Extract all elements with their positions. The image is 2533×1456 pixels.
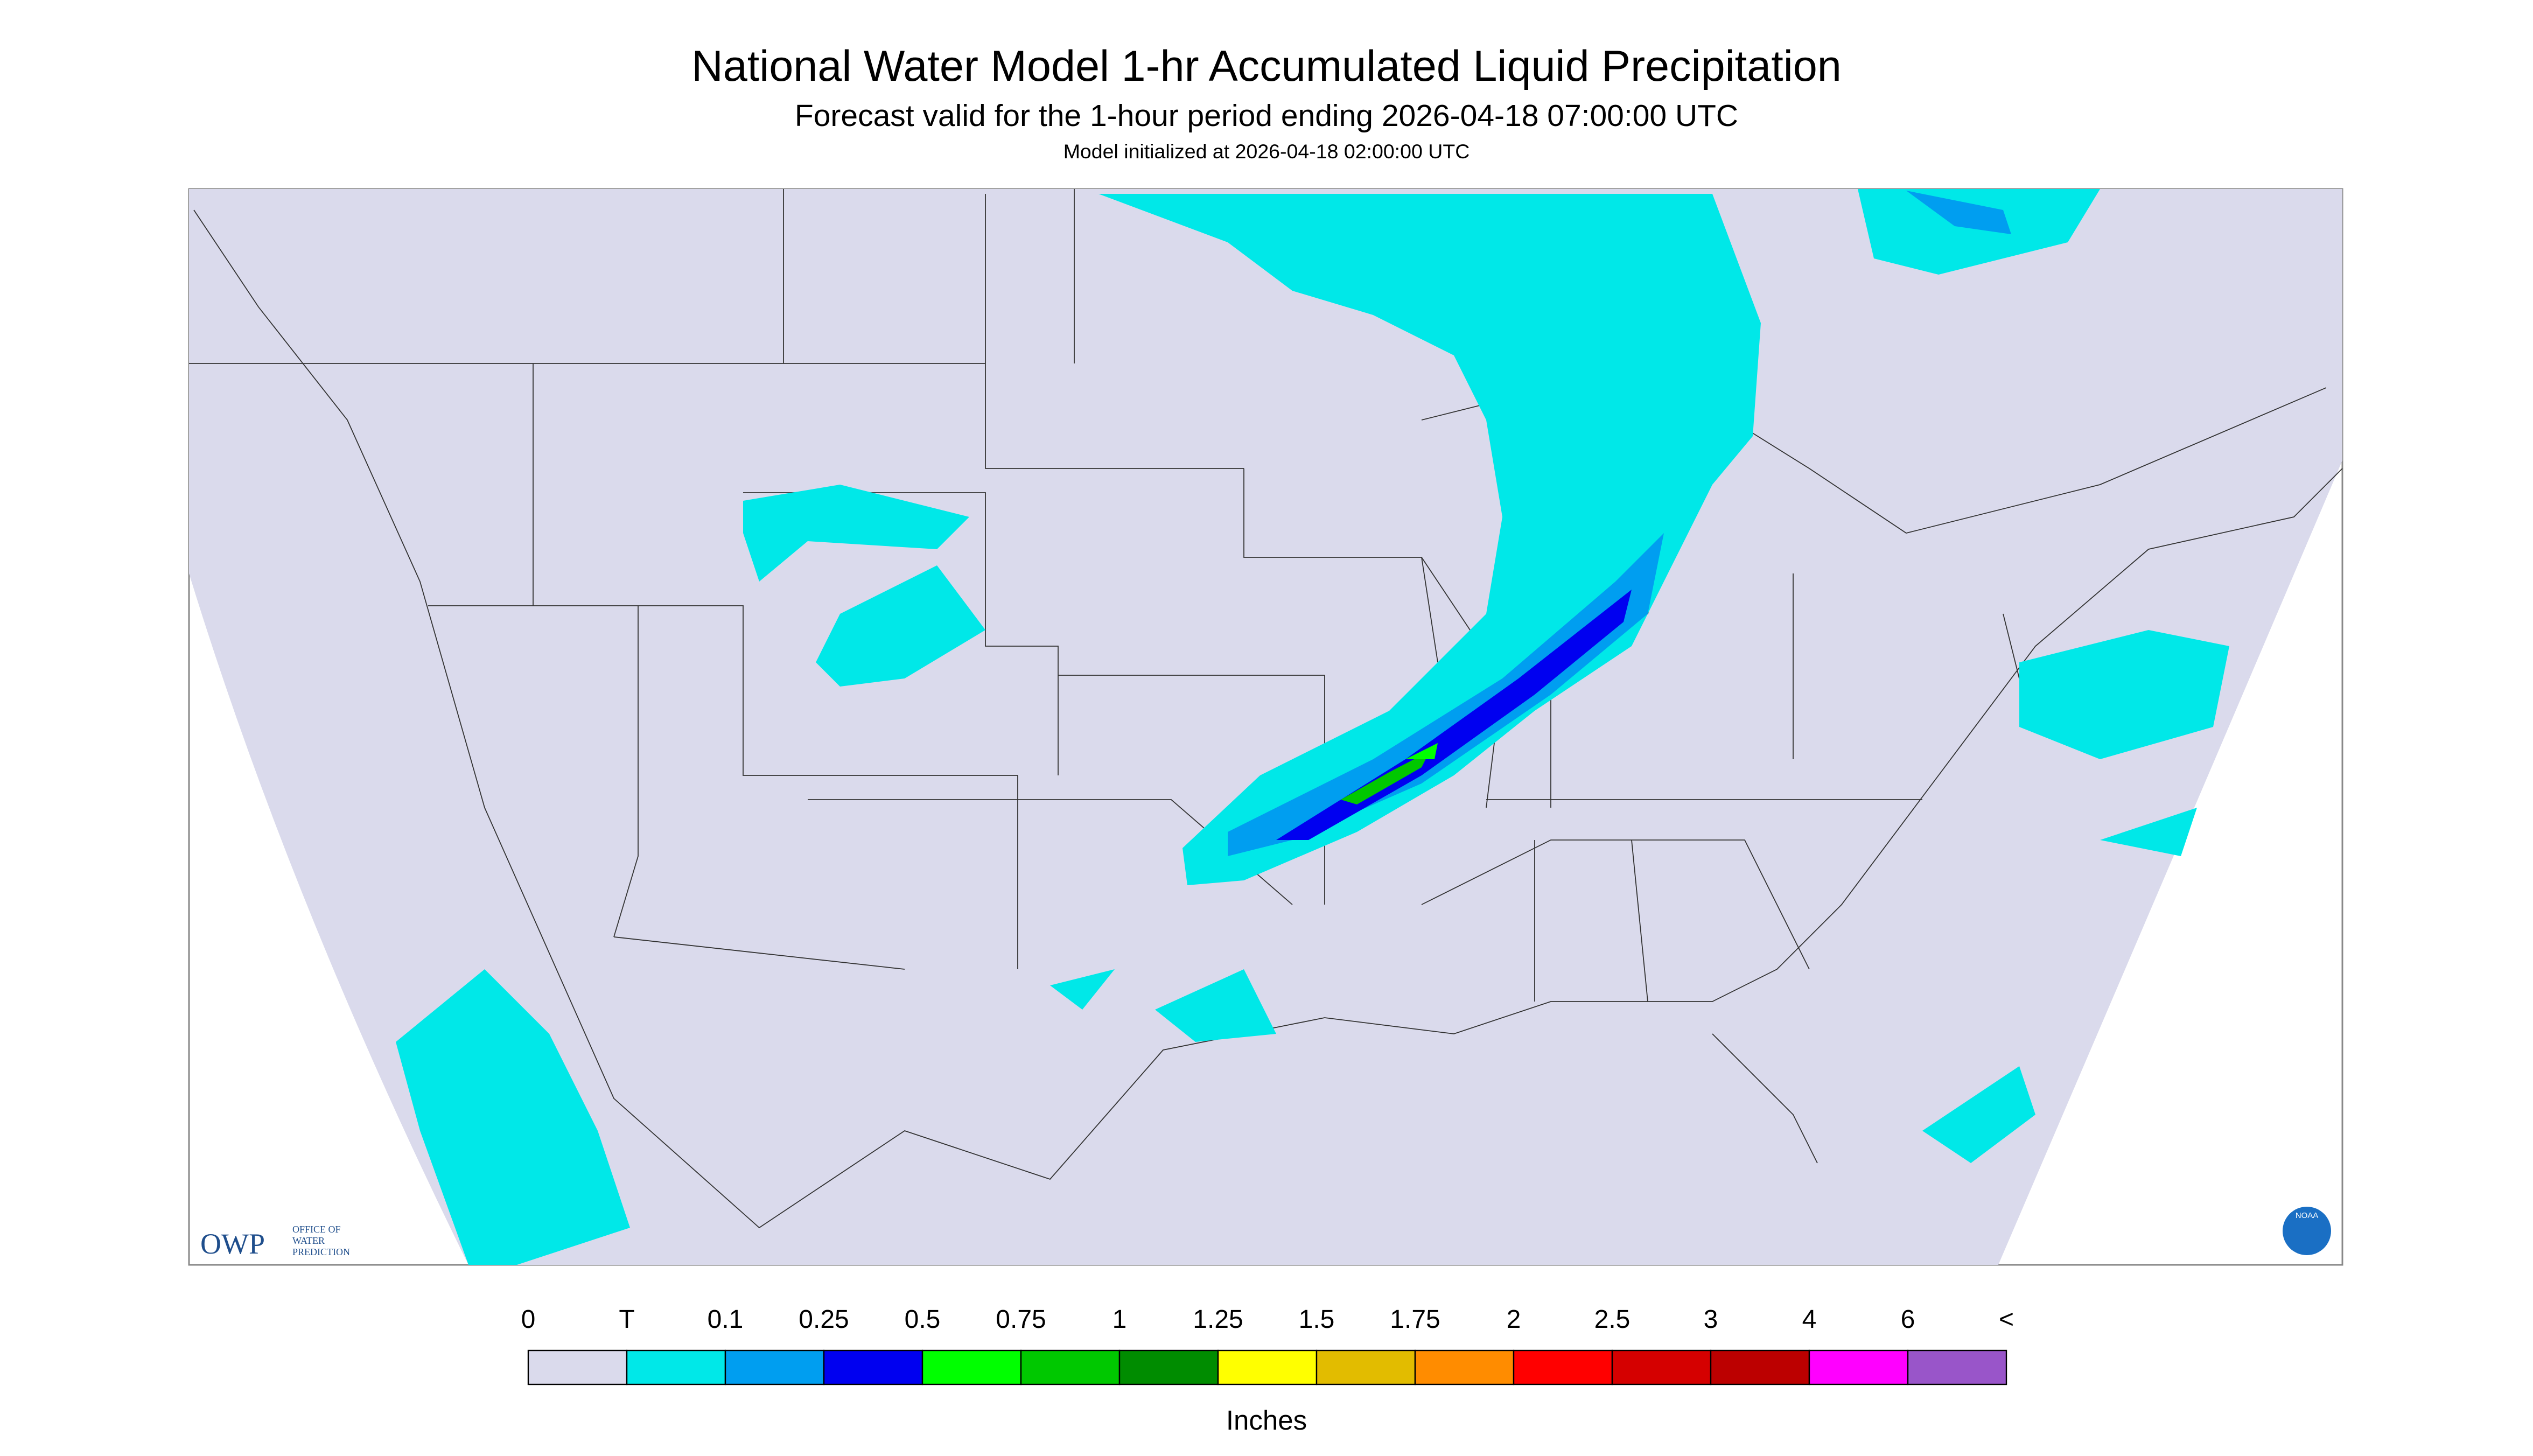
legend-swatch	[921, 1349, 1022, 1385]
precip-core	[1341, 751, 1430, 805]
precip-area	[396, 969, 630, 1265]
legend-label: 1.5	[1299, 1305, 1335, 1334]
model-domain	[189, 189, 2342, 1265]
legend-label: 2	[1507, 1305, 1521, 1334]
legend-label: 0.75	[996, 1305, 1046, 1334]
legend-label: 1.75	[1390, 1305, 1440, 1334]
precip-area	[743, 485, 985, 687]
precip-band	[1098, 194, 1761, 886]
precip-area	[1922, 630, 2229, 1164]
legend-label: 0.25	[799, 1305, 849, 1334]
legend-label: 2.5	[1594, 1305, 1631, 1334]
precip-area	[1906, 191, 2011, 235]
legend-label: 1.25	[1193, 1305, 1243, 1334]
legend-swatch	[1118, 1349, 1219, 1385]
legend-swatch	[1611, 1349, 1712, 1385]
legend-swatch	[1907, 1349, 2007, 1385]
legend-swatch	[626, 1349, 726, 1385]
legend-label: T	[619, 1305, 634, 1334]
legend-label: 4	[1802, 1305, 1817, 1334]
title: National Water Model 1-hr Accumulated Li…	[691, 42, 1842, 90]
legend-label: 1	[1112, 1305, 1127, 1334]
legend-swatch	[1513, 1349, 1613, 1385]
logo-text: OFFICE OF	[292, 1224, 341, 1235]
legend-swatch	[1316, 1349, 1416, 1385]
legend-swatch	[527, 1349, 628, 1385]
init-time: Model initialized at 2026-04-18 02:00:00…	[1063, 140, 1470, 163]
legend-swatch	[823, 1349, 923, 1385]
logo-acronym: OWP	[200, 1228, 265, 1260]
noaa-text: NOAA	[2296, 1211, 2319, 1220]
legend: 0 T 0.1 0.25 0.5 0.75 1 1.25 1.5 1.75 2 2.5 3 4 6 <	[521, 1305, 2014, 1385]
legend-swatch	[1710, 1349, 1810, 1385]
legend-swatch	[1020, 1349, 1121, 1385]
legend-swatch	[1414, 1349, 1515, 1385]
legend-label: 0.5	[905, 1305, 941, 1334]
legend-swatch	[724, 1349, 825, 1385]
precip-core	[1228, 533, 1664, 857]
precip-area	[1050, 969, 1276, 1042]
map: OWP OFFICE OF WATER PREDICTION NOAA	[188, 188, 2343, 1266]
noaa-logo	[2283, 1207, 2331, 1256]
legend-label: <	[1999, 1305, 2014, 1334]
precip-area	[1858, 189, 2100, 275]
subtitle: Forecast valid for the 1-hour period end…	[795, 99, 1738, 133]
legend-swatch	[1217, 1349, 1318, 1385]
legend-label: 0	[521, 1305, 536, 1334]
logo-text: WATER	[292, 1235, 325, 1246]
legend-label: 0.1	[708, 1305, 744, 1334]
legend-swatch	[1808, 1349, 1909, 1385]
precipitation	[396, 189, 2229, 1265]
logo-text: PREDICTION	[292, 1247, 350, 1257]
precip-core	[1405, 743, 1438, 760]
legend-unit: Inches	[1226, 1405, 1307, 1436]
legend-label: 6	[1901, 1305, 1915, 1334]
legend-label: 3	[1704, 1305, 1718, 1334]
